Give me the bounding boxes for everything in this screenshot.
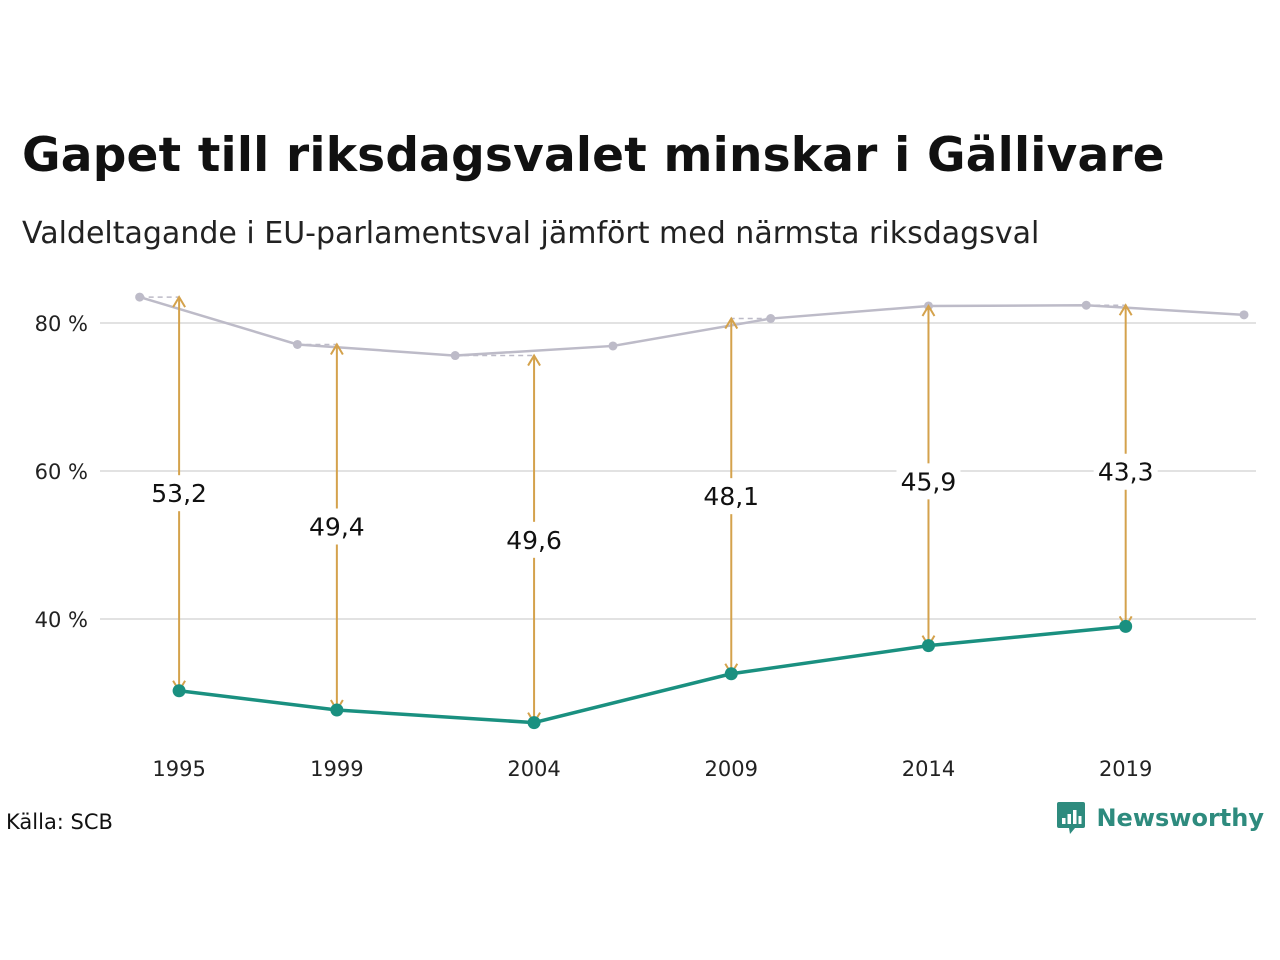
riksdag-point [1239, 310, 1249, 320]
chart-title: Gapet till riksdagsvalet minskar i Gälli… [22, 128, 1165, 183]
eu-point [172, 684, 186, 698]
gap-label-bg [502, 521, 567, 558]
newsworthy-logo-icon [1057, 802, 1086, 834]
y-axis-ticks: 40 % 60 % 80 % [35, 312, 88, 632]
riksdag-line [139, 295, 1245, 357]
gap-arrow-head-up [921, 304, 936, 317]
x-tick-label: 2004 [507, 757, 560, 781]
gap-arrow-head-up [330, 342, 344, 355]
gap-label: 48,1 [703, 482, 759, 511]
y-tick-label: 60 % [35, 460, 88, 484]
eu-line [178, 624, 1126, 725]
eu-point [724, 667, 738, 681]
x-axis-ticks: 1995 1999 2004 2009 2014 2019 [152, 757, 1152, 781]
brand-logo: Newsworthy [1056, 800, 1264, 836]
gap-arrow-head-up [172, 295, 186, 308]
series-riksdag [135, 292, 1249, 361]
x-tick-label: 1995 [152, 757, 205, 781]
gap-label-bg [304, 508, 369, 545]
gap-label-bg [1093, 453, 1158, 490]
x-tick-label: 2014 [902, 757, 955, 781]
eu-point [330, 703, 344, 717]
gap-label-bg [699, 478, 764, 515]
gap-label: 53,2 [151, 479, 207, 508]
gap-labels: 53,2 49,4 49,6 48,1 45,9 43,3 [147, 453, 1158, 558]
x-tick-label: 1999 [310, 757, 363, 781]
gap-label: 49,6 [506, 526, 562, 555]
gap-arrow-head-up [527, 353, 541, 367]
gap-label-bg [896, 463, 961, 500]
gap-label-bg [147, 475, 212, 512]
source-note: Källa: SCB [6, 810, 113, 834]
eu-point [527, 716, 541, 730]
riksdag-point [608, 341, 618, 351]
y-tick-label: 80 % [35, 312, 88, 336]
gap-arrow-head-up [1118, 303, 1133, 316]
grid-lines [100, 322, 1256, 620]
brand-name: Newsworthy [1096, 804, 1264, 832]
gap-arrow-head-up [724, 316, 739, 330]
chart-subtitle: Valdeltagande i EU-parlamentsval jämfört… [22, 216, 1040, 251]
x-tick-label: 2009 [705, 757, 758, 781]
eu-point [921, 639, 935, 653]
y-tick-label: 40 % [35, 608, 88, 632]
gap-label: 43,3 [1098, 458, 1154, 487]
gap-arrows [139, 295, 1133, 725]
gap-label: 49,4 [309, 513, 365, 542]
eu-point [1119, 619, 1133, 633]
x-tick-label: 2019 [1099, 757, 1152, 781]
gap-label: 45,9 [901, 467, 957, 496]
series-eu [172, 619, 1133, 730]
